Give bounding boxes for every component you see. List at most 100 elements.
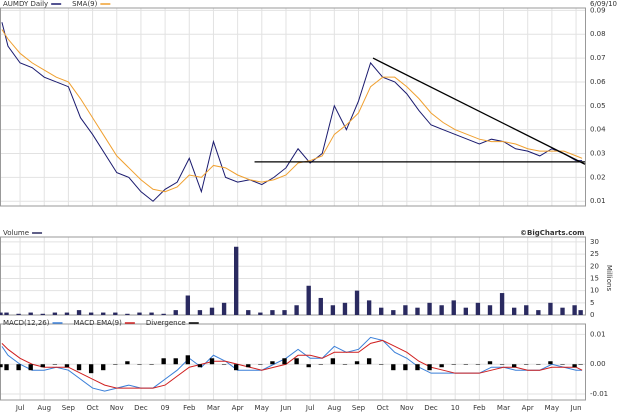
bar	[125, 361, 130, 365]
bar	[475, 302, 481, 315]
y-tick-label: 0.08	[590, 30, 606, 38]
bar	[88, 312, 94, 315]
bar	[185, 295, 191, 315]
y-tick-label: 0.01	[590, 197, 606, 205]
bar	[548, 361, 553, 365]
bar	[16, 364, 21, 371]
legend-label: AUMDY Daily	[3, 0, 48, 8]
y-tick-label: 10	[590, 287, 599, 295]
y-tick-label: 0.02	[590, 173, 606, 181]
bar	[101, 312, 106, 315]
x-tick-label: May	[255, 404, 269, 412]
series-line	[1, 22, 583, 202]
bar	[499, 293, 505, 315]
source-credit: ©BigCharts.com	[520, 229, 584, 237]
bar	[282, 358, 287, 365]
bar	[391, 364, 396, 371]
bar	[475, 364, 481, 365]
bar	[403, 364, 408, 371]
bar	[391, 310, 396, 315]
y-tick-label: -0.01	[590, 390, 608, 398]
bar	[306, 364, 311, 368]
bar	[366, 358, 372, 365]
bar	[52, 364, 58, 365]
bar	[161, 358, 166, 365]
bar	[0, 312, 3, 315]
x-tick-label: Mar	[207, 404, 220, 412]
bar	[125, 313, 130, 315]
bar	[4, 312, 9, 315]
y-tick-label: 0.09	[590, 6, 606, 14]
bar	[88, 364, 94, 374]
bar	[524, 305, 529, 315]
y-tick-label: 0.07	[590, 54, 606, 62]
x-tick-label: May	[545, 404, 559, 412]
chart-date: 6/09/10	[590, 0, 617, 8]
bar	[16, 313, 21, 315]
x-tick-label: Feb	[183, 404, 196, 412]
bar	[185, 355, 191, 365]
bar	[439, 364, 444, 368]
bar	[415, 364, 420, 371]
bar	[306, 285, 311, 315]
bar	[548, 302, 553, 315]
x-tick-label: Oct	[377, 404, 389, 412]
legend-label: Volume	[3, 229, 29, 237]
bar	[536, 364, 541, 365]
bar	[403, 305, 408, 315]
bar	[342, 364, 348, 365]
y-axis-label: Millions	[605, 265, 613, 292]
bar	[173, 358, 178, 365]
bar	[379, 307, 384, 315]
y-tick-label: 25	[590, 250, 599, 258]
bar	[379, 364, 384, 365]
panel-frame	[0, 7, 586, 207]
x-tick-label: Jun	[570, 404, 582, 412]
bar	[572, 364, 577, 368]
x-tick-label: Aug	[327, 404, 341, 412]
y-tick-label: 0.00	[590, 360, 606, 368]
bar	[354, 290, 360, 315]
y-tick-label: 0.04	[590, 126, 606, 134]
panel-frame	[0, 323, 586, 401]
bar	[560, 364, 565, 365]
series-line	[1, 339, 583, 389]
bar	[234, 246, 239, 315]
bar	[451, 364, 456, 365]
bar	[113, 364, 118, 365]
bar	[578, 364, 583, 365]
bar	[209, 358, 215, 365]
bar	[40, 364, 45, 368]
y-tick-label: 30	[590, 238, 599, 246]
x-tick-label: Apr	[522, 404, 534, 412]
bar	[258, 312, 263, 315]
series-line	[1, 29, 583, 193]
bar	[560, 307, 565, 315]
x-tick-label: Nov	[110, 404, 124, 412]
bar	[330, 358, 336, 365]
bar	[439, 305, 444, 315]
x-tick-label: 09	[161, 404, 170, 412]
bar	[221, 302, 227, 315]
trendline	[372, 57, 586, 165]
bar	[572, 305, 577, 315]
x-tick-label: Sep	[62, 404, 76, 412]
bar	[427, 302, 432, 315]
y-tick-label: 15	[590, 274, 599, 282]
x-tick-label: Oct	[87, 404, 99, 412]
bar	[76, 364, 82, 371]
bar	[318, 364, 323, 365]
bar	[270, 361, 275, 365]
bar	[451, 300, 456, 315]
x-tick-label: Nov	[400, 404, 414, 412]
bar	[137, 364, 142, 365]
x-tick-label: Dec	[424, 404, 438, 412]
bar	[234, 364, 239, 371]
x-tick-label: 10	[451, 404, 460, 412]
x-tick-label: Feb	[473, 404, 486, 412]
legend-label: Divergence	[146, 319, 186, 327]
series-line	[1, 336, 583, 392]
bar	[270, 310, 275, 315]
y-tick-label: 0.01	[590, 330, 606, 338]
